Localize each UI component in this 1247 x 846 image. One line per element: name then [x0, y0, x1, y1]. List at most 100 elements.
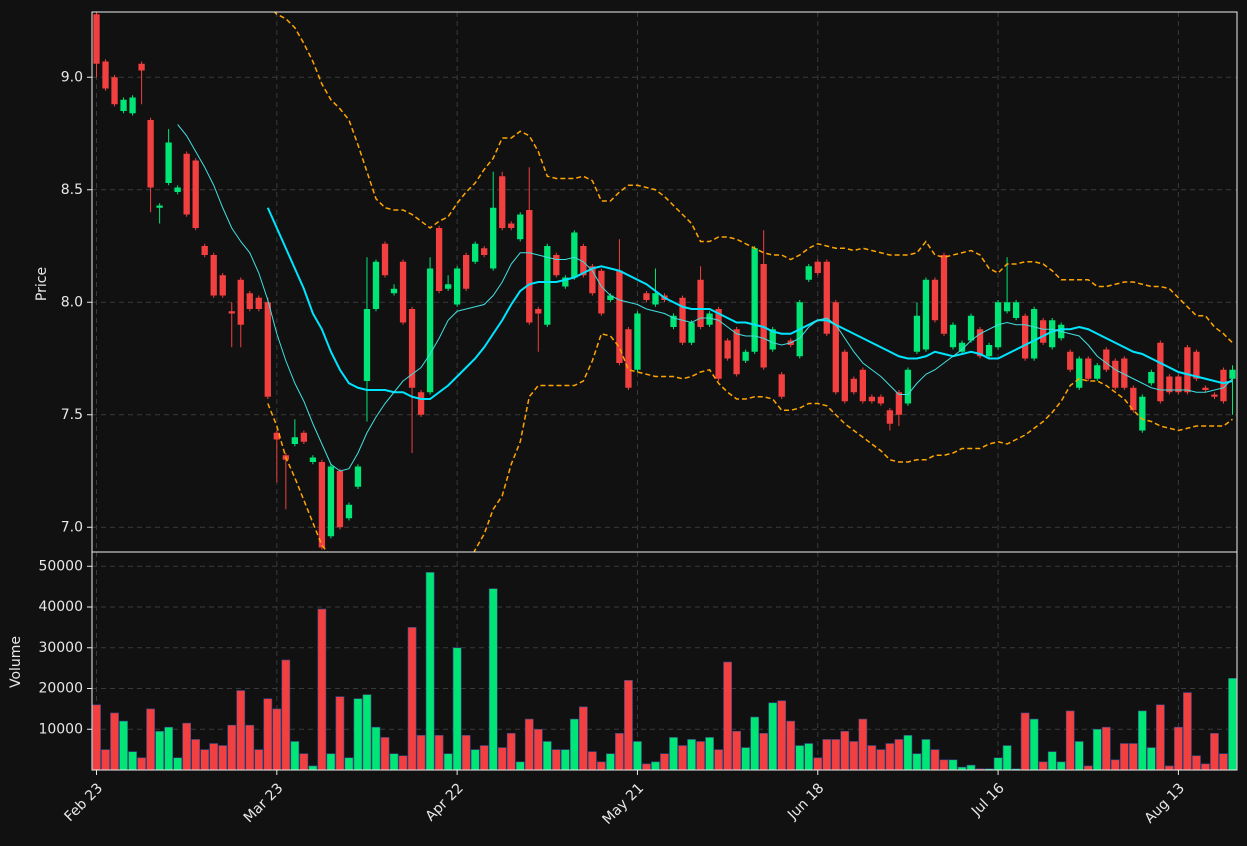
volume-bar	[389, 753, 399, 771]
volume-bar	[416, 735, 426, 771]
candle-body	[1076, 358, 1083, 388]
volume-bar	[777, 700, 787, 771]
volume-bar	[1156, 704, 1165, 771]
candle-body	[580, 246, 587, 276]
candle-body	[201, 246, 208, 255]
y-tick-label: 20000	[38, 681, 83, 697]
volume-bar	[1192, 755, 1201, 771]
volume-bar	[182, 722, 192, 771]
volume-bar	[1174, 726, 1183, 771]
candle-body	[922, 279, 930, 350]
candle-body	[1121, 358, 1128, 388]
volume-bar	[1137, 710, 1147, 771]
volume-bar	[155, 730, 164, 771]
candle-body	[706, 313, 713, 325]
volume-bar	[1056, 761, 1066, 771]
volume-bar	[146, 708, 155, 771]
candle-body	[435, 228, 443, 291]
volume-bar	[723, 661, 732, 771]
y-tick-label: 30000	[38, 640, 83, 656]
volume-bar	[488, 588, 498, 771]
candle-body	[129, 97, 136, 114]
candle-body	[1030, 309, 1038, 359]
volume-bar	[254, 749, 264, 771]
volume-bar	[813, 757, 823, 771]
volume-bar	[606, 753, 615, 771]
candle-body	[363, 309, 371, 381]
volume-bar	[1101, 726, 1111, 771]
candle-body	[859, 369, 867, 402]
candle-body	[1012, 302, 1020, 318]
indicator-line	[273, 12, 1234, 344]
candle-body	[255, 297, 262, 309]
candle-body	[931, 279, 939, 321]
volume-bar	[191, 739, 201, 771]
volume-bar	[1110, 759, 1120, 771]
candle-body	[1112, 360, 1119, 388]
volume-bar	[263, 698, 273, 771]
y-tick-label: 10000	[38, 721, 83, 737]
volume-bar	[993, 757, 1003, 771]
volume-bar	[822, 739, 832, 771]
volume-bar	[1083, 765, 1093, 771]
candle-body	[490, 207, 497, 269]
volume-bar	[380, 737, 390, 771]
volume-bar	[1165, 765, 1174, 771]
candle-body	[111, 77, 118, 105]
candle-body	[381, 243, 389, 276]
candle-body	[976, 329, 984, 357]
candle-body	[481, 248, 488, 255]
candle-body	[535, 309, 542, 314]
candle-body	[345, 504, 353, 519]
volume-bar	[849, 741, 859, 771]
volume-bar	[470, 749, 480, 771]
candle-body	[462, 255, 470, 289]
volume-bar	[128, 751, 137, 771]
candle-body	[219, 275, 226, 296]
candle-body	[571, 232, 578, 278]
candle-body	[517, 214, 524, 240]
candle-body	[1003, 302, 1011, 312]
volume-bar	[1183, 692, 1192, 771]
volume-bar	[227, 724, 237, 771]
volume-bar	[948, 759, 958, 771]
volume-bar	[1119, 743, 1129, 771]
candle-body	[426, 268, 434, 393]
candle-body	[102, 61, 109, 89]
volume-bar	[1210, 733, 1219, 771]
candle-body	[724, 340, 731, 359]
overlay-lines	[177, 12, 1234, 552]
volume-bar	[92, 704, 101, 771]
volume-bar	[200, 749, 210, 771]
volume-bar	[452, 647, 462, 771]
candle-body	[1175, 376, 1182, 393]
candle-body	[1067, 351, 1074, 370]
volume-bar	[714, 749, 723, 771]
volume-bar	[1128, 743, 1138, 771]
y-axis-label: Price	[34, 267, 50, 301]
volume-bar	[299, 753, 309, 771]
volume-bar	[903, 735, 913, 771]
candle-body	[985, 345, 993, 357]
volume-bar	[407, 627, 417, 771]
volume-bar	[272, 708, 282, 771]
candle-body	[1049, 320, 1056, 348]
candle-body	[354, 466, 362, 487]
volume-bar	[209, 743, 219, 771]
volume-bar	[804, 743, 814, 771]
volume-bar	[335, 696, 345, 771]
candle-body	[1085, 358, 1092, 379]
candle-body	[499, 176, 506, 228]
volume-bar	[119, 720, 128, 771]
candle-body	[291, 437, 299, 444]
volume-bar	[768, 702, 778, 771]
volume-bar	[669, 737, 678, 771]
volume-bar	[759, 733, 769, 771]
volume-bar	[137, 757, 146, 771]
volume-bar	[236, 690, 246, 771]
volume-bar	[624, 680, 633, 771]
candle-body	[778, 374, 785, 397]
candle-body	[273, 432, 280, 440]
volume-bar	[939, 759, 949, 771]
volume-bar	[1029, 718, 1039, 771]
